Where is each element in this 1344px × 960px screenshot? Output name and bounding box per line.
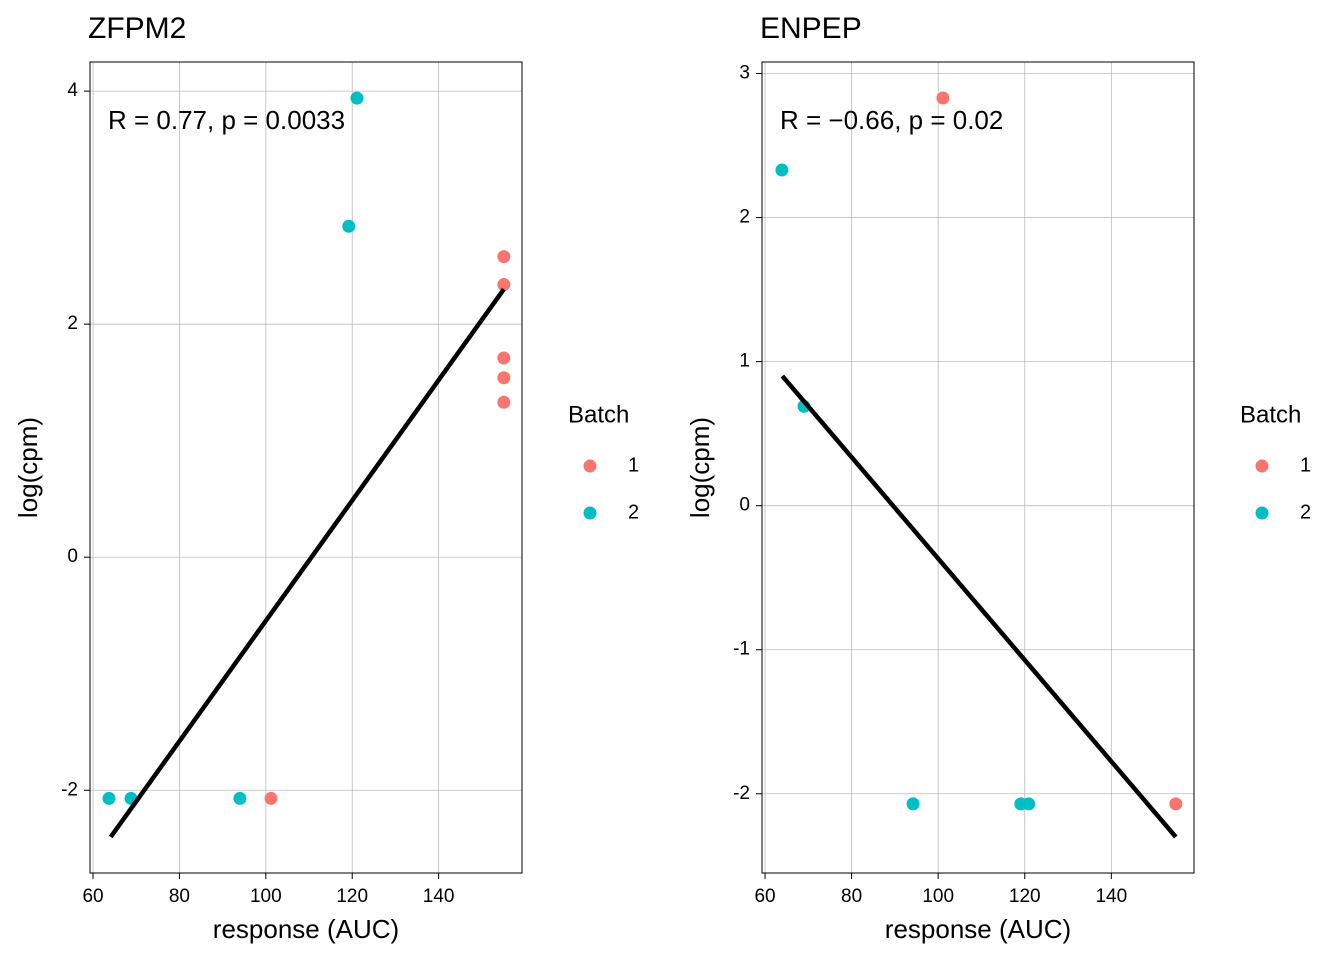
- legend-label: 2: [1300, 501, 1311, 523]
- x-tick-label: 60: [754, 886, 775, 907]
- point: [906, 797, 920, 811]
- y-tick-label: -1: [733, 639, 750, 660]
- fit-line: [108, 287, 506, 839]
- y-tick-label: 0: [739, 495, 750, 516]
- y-tick-label: 4: [67, 80, 78, 101]
- legend-title: Batch: [1240, 401, 1301, 428]
- point: [497, 250, 511, 264]
- y-tick-label: 2: [67, 313, 78, 334]
- point: [936, 91, 950, 105]
- fit-line: [780, 374, 1178, 839]
- x-tick-label: 120: [1009, 886, 1041, 907]
- x-tick-label: 80: [169, 886, 190, 907]
- y-tick-label: 1: [739, 351, 750, 372]
- chart-title: ENPEP: [760, 12, 862, 45]
- point: [1022, 797, 1036, 811]
- x-tick-label: 120: [336, 886, 368, 907]
- legend-title: Batch: [568, 401, 629, 428]
- x-tick-label: 80: [841, 886, 862, 907]
- plot-frame: [89, 61, 523, 874]
- legend-key: [583, 506, 597, 520]
- y-axis-label: log(cpm): [13, 417, 43, 518]
- x-axis-label: response (AUC): [885, 914, 1071, 944]
- y-tick-label: 0: [67, 546, 78, 567]
- point: [1169, 797, 1183, 811]
- x-tick-label: 140: [423, 886, 455, 907]
- chart-title: ZFPM2: [88, 12, 186, 45]
- legend-key: [583, 459, 597, 473]
- point: [102, 791, 116, 805]
- y-tick-label: 2: [739, 207, 750, 228]
- point: [264, 791, 278, 805]
- plot-frame: [761, 61, 1195, 874]
- point: [497, 371, 511, 385]
- y-tick-label: -2: [61, 779, 78, 800]
- x-tick-label: 100: [922, 886, 954, 907]
- point: [497, 351, 511, 365]
- annotation: R = 0.77, p = 0.0033: [108, 105, 345, 135]
- point: [497, 278, 511, 292]
- legend-label: 1: [628, 454, 639, 476]
- x-axis-label: response (AUC): [213, 914, 399, 944]
- y-axis-label: log(cpm): [685, 417, 715, 518]
- point: [233, 791, 247, 805]
- point: [342, 219, 356, 233]
- legend-key: [1255, 459, 1269, 473]
- legend-label: 2: [628, 501, 639, 523]
- x-tick-label: 100: [250, 886, 282, 907]
- x-tick-label: 140: [1095, 886, 1127, 907]
- x-tick-label: 60: [82, 886, 103, 907]
- legend-key: [1255, 506, 1269, 520]
- legend-label: 1: [1300, 454, 1311, 476]
- y-tick-label: -2: [733, 783, 750, 804]
- point: [497, 395, 511, 409]
- point: [350, 91, 364, 105]
- annotation: R = −0.66, p = 0.02: [780, 105, 1003, 135]
- point: [775, 163, 789, 177]
- y-tick-label: 3: [739, 63, 750, 84]
